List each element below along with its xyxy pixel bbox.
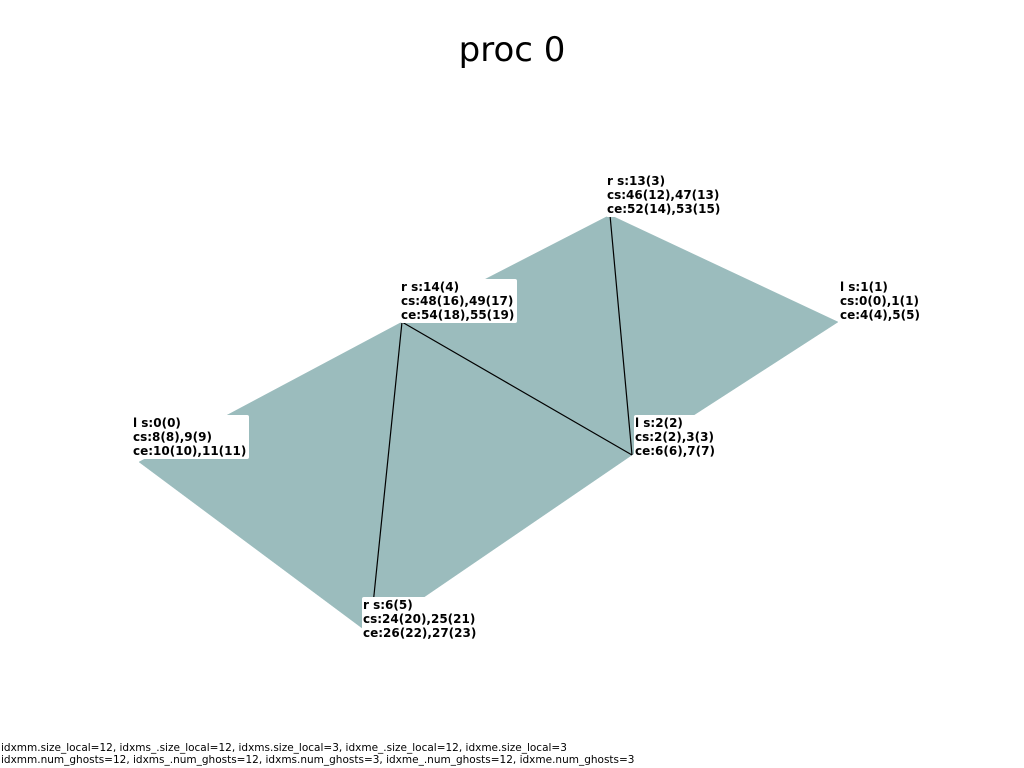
vertex-label-s2-line1: l s:2(2)	[635, 416, 683, 430]
footer-stats: idxmm.size_local=12, idxms_.size_local=1…	[1, 742, 634, 766]
vertex-label-s1: l s:1(1) cs:0(0),1(1) ce:4(4),5(5)	[839, 279, 923, 323]
vertex-label-s13-line1: r s:13(3)	[607, 174, 666, 188]
vertex-label-s0-line1: l s:0(0)	[133, 416, 181, 430]
vertex-label-s0-line3: ce:10(10),11(11)	[133, 444, 247, 458]
mesh-edge-s14-s6	[369, 321, 403, 635]
mesh-triangle-1	[138, 321, 403, 635]
mesh-faces	[138, 214, 839, 635]
vertex-label-s14-line2: cs:48(16),49(17)	[401, 294, 514, 308]
vertex-label-s0-line2: cs:8(8),9(9)	[133, 430, 212, 444]
vertex-label-s6-line3: ce:26(22),27(23)	[363, 626, 477, 640]
vertex-label-s2-line3: ce:6(6),7(7)	[635, 444, 715, 458]
vertex-label-s14-line3: ce:54(18),55(19)	[401, 308, 515, 322]
vertex-label-s13-line3: ce:52(14),53(15)	[607, 202, 721, 216]
vertex-label-s1-line1: l s:1(1)	[840, 280, 888, 294]
footer-num-ghosts: idxmm.num_ghosts=12, idxms_.num_ghosts=1…	[1, 754, 635, 766]
plot-title: proc 0	[458, 30, 566, 70]
vertex-label-s13-line2: cs:46(12),47(13)	[607, 188, 720, 202]
vertex-label-s13: r s:13(3) cs:46(12),47(13) ce:52(14),53(…	[606, 173, 724, 217]
footer-size-local: idxmm.size_local=12, idxms_.size_local=1…	[1, 742, 567, 754]
vertex-label-s14: r s:14(4) cs:48(16),49(17) ce:54(18),55(…	[400, 279, 518, 323]
vertex-label-s0: l s:0(0) cs:8(8),9(9) ce:10(10),11(11)	[132, 415, 250, 459]
vertex-label-s6-line1: r s:6(5)	[363, 598, 413, 612]
mesh-edges	[369, 214, 633, 635]
vertex-label-s14-line1: r s:14(4)	[401, 280, 460, 294]
vertex-label-s6: r s:6(5) cs:24(20),25(21) ce:26(22),27(2…	[362, 597, 480, 641]
mesh-edge-s13-s2	[609, 214, 633, 456]
vertex-label-s1-line3: ce:4(4),5(5)	[840, 308, 920, 322]
mesh-edge-s14-s2	[401, 321, 633, 456]
vertex-label-s1-line2: cs:0(0),1(1)	[840, 294, 919, 308]
vertex-label-s2-line2: cs:2(2),3(3)	[635, 430, 714, 444]
vertex-label-s2: l s:2(2) cs:2(2),3(3) ce:6(6),7(7)	[634, 415, 718, 459]
vertex-label-s6-line2: cs:24(20),25(21)	[363, 612, 476, 626]
